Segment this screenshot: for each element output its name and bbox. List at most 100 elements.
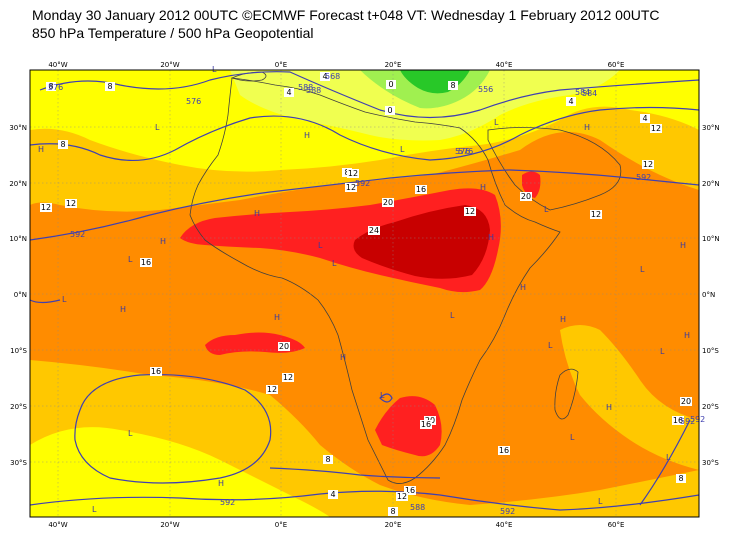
- temp-label: 20: [278, 342, 290, 351]
- pressure-marker: L: [318, 241, 323, 250]
- pressure-marker: H: [120, 305, 126, 314]
- pressure-marker: L: [640, 265, 645, 274]
- temp-band-20-24-south: [375, 396, 442, 457]
- svg-text:16: 16: [151, 367, 161, 376]
- temp-label: 16: [672, 416, 684, 425]
- geo-label: 592: [500, 507, 515, 516]
- temp-label: 4: [640, 114, 650, 123]
- temp-label: 12: [396, 492, 408, 501]
- pressure-marker: H: [584, 123, 590, 132]
- svg-text:12: 12: [643, 160, 653, 169]
- geo-label: 584: [575, 88, 590, 97]
- pressure-marker: H: [254, 209, 260, 218]
- svg-text:0: 0: [387, 106, 392, 115]
- geo-label: 576: [186, 97, 201, 106]
- pressure-marker: L: [155, 123, 160, 132]
- pressure-marker: L: [62, 295, 67, 304]
- svg-text:12: 12: [651, 124, 661, 133]
- geo-label: 588: [410, 503, 425, 512]
- x-tick-label: 60°E: [608, 521, 625, 529]
- temp-label: 20: [382, 198, 394, 207]
- pressure-marker: L: [660, 347, 665, 356]
- svg-text:8: 8: [48, 82, 53, 91]
- temp-label: 8: [105, 82, 115, 91]
- arabia-coastline: [487, 127, 622, 211]
- svg-text:8: 8: [60, 140, 65, 149]
- geo-label: 576: [455, 147, 470, 156]
- svg-text:0: 0: [388, 80, 393, 89]
- pressure-marker: H: [304, 131, 310, 140]
- x-tick-label: 20°W: [160, 521, 179, 529]
- x-tick-label: 60°E: [608, 61, 625, 69]
- x-tick-label: 40°E: [496, 61, 513, 69]
- pressure-marker: H: [480, 183, 486, 192]
- svg-text:12: 12: [591, 210, 601, 219]
- temp-label: 8: [388, 507, 398, 516]
- geo-label: 568: [325, 72, 340, 81]
- x-tick-label: 40°W: [48, 61, 67, 69]
- pressure-marker: L: [666, 453, 671, 462]
- y-tick-labels-left: 30°N 20°N 10°N 0°N 10°S 20°S 30°S: [9, 124, 27, 467]
- temp-label: 12: [266, 385, 278, 394]
- pressure-marker: L: [544, 205, 549, 214]
- svg-text:16: 16: [673, 416, 683, 425]
- temp-label: 24: [368, 226, 380, 235]
- geo-label: 588: [298, 83, 313, 92]
- temp-label: 8: [323, 455, 333, 464]
- temp-label: 8: [448, 81, 458, 90]
- pressure-marker: L: [400, 145, 405, 154]
- pressure-marker: L: [598, 497, 603, 506]
- pressure-marker: L: [548, 341, 553, 350]
- temp-band-gt24: [353, 205, 490, 279]
- geo-label: 592: [355, 179, 370, 188]
- svg-text:12: 12: [465, 207, 475, 216]
- geo-label: 592: [70, 230, 85, 239]
- x-tick-label: 40°W: [48, 521, 67, 529]
- pressure-marker: H: [488, 233, 494, 242]
- y-tick-labels-right: 30°N 20°N 10°N 0°N 10°S 20°S 30°S: [702, 124, 720, 467]
- svg-text:16: 16: [405, 486, 415, 495]
- temp-label: 16: [420, 420, 432, 429]
- geo-label: 588: [306, 86, 321, 95]
- temp-band-12-16-east: [560, 325, 699, 470]
- x-tick-label: 20°E: [385, 521, 402, 529]
- pressure-marker: H: [218, 479, 224, 488]
- pressure-markers: L H H L H L H H L H L L H L H L H L L H …: [38, 65, 690, 514]
- svg-text:20: 20: [521, 192, 531, 201]
- pressure-marker: H: [684, 331, 690, 340]
- x-tick-label: 0°E: [275, 61, 287, 69]
- temp-label: 12: [345, 183, 357, 192]
- svg-text:8: 8: [390, 507, 395, 516]
- temp-label: 16: [140, 258, 152, 267]
- y-tick-label: 20°N: [702, 180, 720, 188]
- temp-label: 16: [415, 185, 427, 194]
- svg-text:20: 20: [279, 342, 289, 351]
- svg-text:4: 4: [286, 88, 291, 97]
- y-tick-label: 20°S: [702, 403, 719, 411]
- pressure-marker: H: [160, 237, 166, 246]
- africa-coastline: [189, 77, 561, 484]
- svg-text:12: 12: [66, 199, 76, 208]
- x-tick-label: 40°E: [496, 521, 513, 529]
- svg-text:8: 8: [325, 455, 330, 464]
- temp-label: 16: [404, 486, 416, 495]
- temp-label: 0: [386, 80, 396, 89]
- temp-label: 4: [566, 97, 576, 106]
- temp-label: 4: [284, 88, 294, 97]
- pressure-marker: L: [92, 505, 97, 514]
- temp-label: 12: [282, 373, 294, 382]
- svg-text:16: 16: [421, 420, 431, 429]
- y-tick-label: 30°S: [10, 459, 27, 467]
- x-tick-labels-top: 40°W 20°W 0°E 20°E 40°E 60°E: [48, 61, 624, 69]
- temp-label: 8: [58, 140, 68, 149]
- geo-label: 576: [458, 147, 473, 156]
- y-tick-label: 10°S: [702, 347, 719, 355]
- svg-text:20: 20: [681, 397, 691, 406]
- temp-label: 12: [642, 160, 654, 169]
- y-tick-label: 20°N: [9, 180, 27, 188]
- y-tick-label: 20°S: [10, 403, 27, 411]
- graticule: [30, 70, 699, 517]
- geo-label: 592: [680, 417, 695, 426]
- pressure-marker: H: [560, 315, 566, 324]
